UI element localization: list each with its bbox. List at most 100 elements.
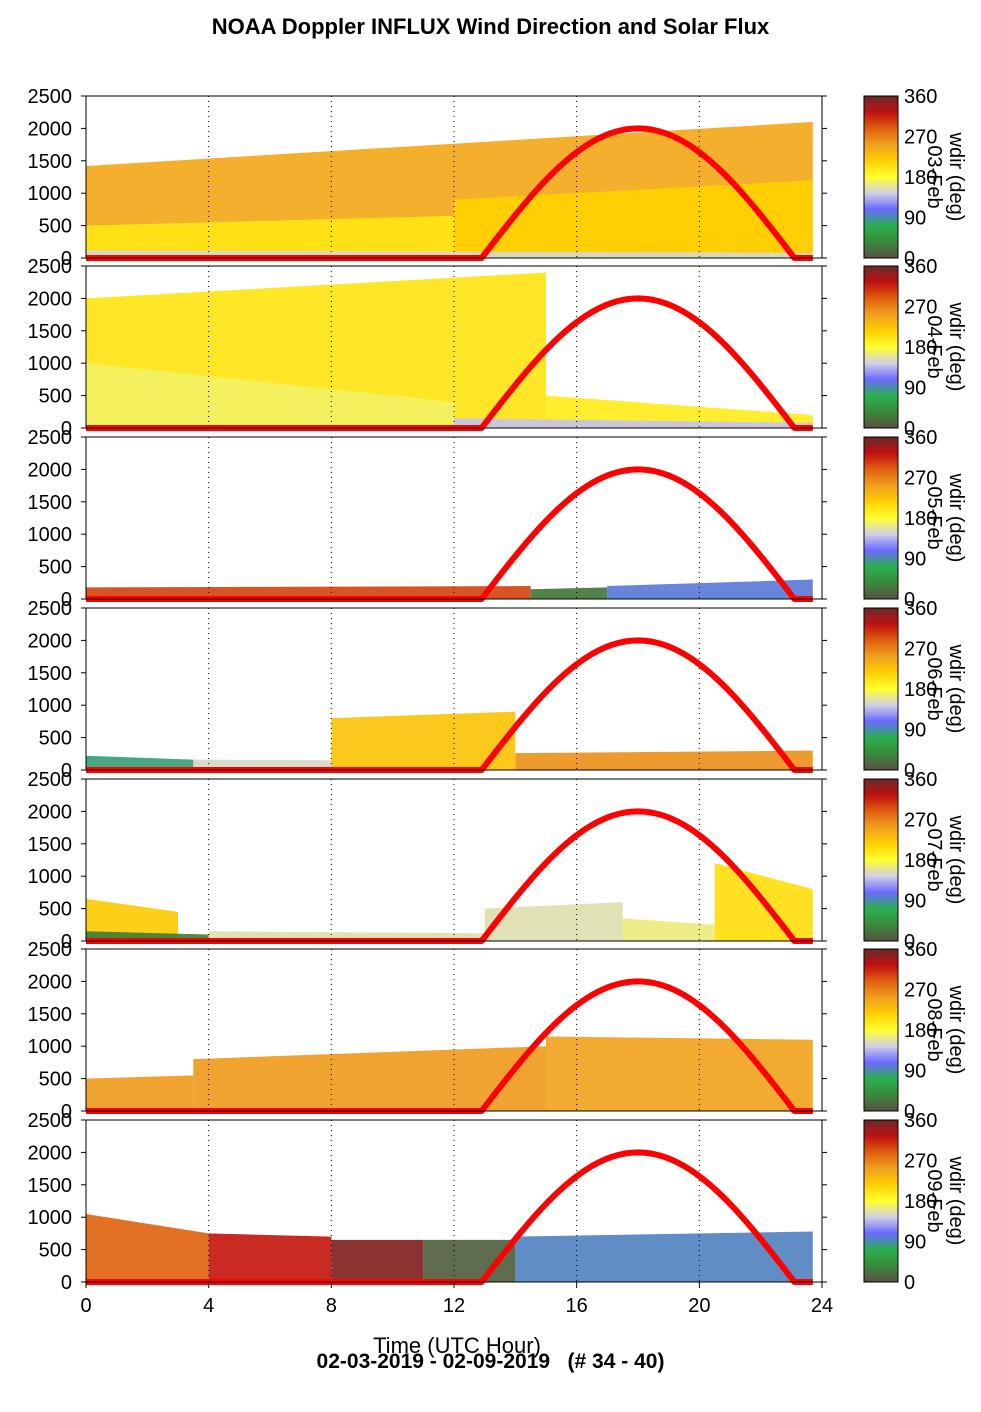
panel-date-label: 08-Feb <box>923 998 945 1061</box>
chart-title: NOAA Doppler INFLUX Wind Direction and S… <box>211 14 770 39</box>
y-tick-label: 500 <box>39 1069 72 1091</box>
wdir-layer <box>515 750 813 770</box>
colorbar-tick-label: 360 <box>904 86 937 108</box>
wdir-layer <box>86 363 454 428</box>
panel-date-label: 03-Feb <box>923 145 945 208</box>
colorbar-label: wdir (deg) <box>945 302 967 392</box>
y-tick-label: 2500 <box>28 1110 73 1132</box>
panel-6: 0 500 1000 1500 2000 2500 0 90 180 270 360 wdir (de… <box>28 939 968 1123</box>
colorbar <box>863 778 899 942</box>
solar-flux-curve <box>86 978 813 1114</box>
colorbar-tick-label: 90 <box>904 720 926 742</box>
y-tick-label: 0 <box>61 760 72 782</box>
colorbar-tick-label: 180 <box>904 850 937 872</box>
wdir-layer <box>484 902 623 941</box>
wdir-layer <box>193 1046 547 1111</box>
colorbar-tick-label: 0 <box>904 1272 915 1294</box>
y-tick-label: 0 <box>61 931 72 953</box>
y-tick-label: 2500 <box>28 769 73 791</box>
colorbar-tick-label: 270 <box>904 127 937 149</box>
colorbar-tick-label: 90 <box>904 378 926 400</box>
panel-date-label: 04-Feb <box>923 315 945 378</box>
y-tick-label: 2000 <box>28 1142 73 1164</box>
colorbar-tick-label: 90 <box>904 1232 926 1254</box>
y-tick-label: 500 <box>39 386 72 408</box>
y-tick-label: 1000 <box>28 695 73 717</box>
colorbar <box>863 948 899 1112</box>
y-tick-label: 0 <box>61 589 72 611</box>
x-tick-label: 12 <box>443 1295 465 1317</box>
wdir-layer <box>86 1075 194 1111</box>
y-tick-label: 1500 <box>28 663 73 685</box>
colorbar-label: wdir (deg) <box>945 1156 967 1246</box>
wdir-layer <box>331 1239 424 1282</box>
colorbar-tick-label: 360 <box>904 769 937 791</box>
colorbar-tick-label: 90 <box>904 549 926 571</box>
solar-flux-curve <box>86 1149 813 1285</box>
colorbar <box>863 95 899 259</box>
panel-1: 0 500 1000 1500 2000 2500 0 90 180 270 360 wdir (de… <box>28 86 968 270</box>
wind-direction-field <box>86 272 813 428</box>
panel-frame <box>85 948 823 1112</box>
wdir-layer <box>546 395 813 428</box>
wdir-layer <box>454 418 813 428</box>
x-tick-label: 8 <box>326 1295 337 1317</box>
colorbar-tick-label: 360 <box>904 939 937 961</box>
panel-frame <box>85 778 823 942</box>
y-tick-label: 1500 <box>28 1175 73 1197</box>
solar-flux-curve <box>86 295 813 431</box>
y-tick-label: 1000 <box>28 524 73 546</box>
colorbar-tick-label: 180 <box>904 167 937 189</box>
wind-direction-field <box>86 1036 813 1111</box>
x-axis: 0 4 8 12 16 20 24 <box>80 1282 833 1317</box>
colorbar-tick-label: 0 <box>904 248 915 270</box>
panel-3: 0 500 1000 1500 2000 2500 0 90 180 270 360 wdir (de… <box>28 427 968 611</box>
panel-frame <box>85 436 823 600</box>
y-tick-label: 0 <box>61 248 72 270</box>
colorbar-tick-label: 90 <box>904 1061 926 1083</box>
colorbar-tick-label: 0 <box>904 589 915 611</box>
y-tick-label: 1000 <box>28 183 73 205</box>
wdir-layer <box>607 579 813 599</box>
y-tick-label: 1500 <box>28 151 73 173</box>
colorbar-tick-label: 360 <box>904 256 937 278</box>
y-tick-label: 1000 <box>28 1207 73 1229</box>
x-tick-label: 0 <box>80 1295 91 1317</box>
x-tick-label: 24 <box>811 1295 833 1317</box>
solar-flux-curve <box>86 466 813 602</box>
y-tick-label: 500 <box>39 899 72 921</box>
colorbar-tick-label: 0 <box>904 760 915 782</box>
colorbar-tick-label: 0 <box>904 418 915 440</box>
panel-date-label: 07-Feb <box>923 828 945 891</box>
y-tick-label: 2000 <box>28 630 73 652</box>
panel-date-label: 05-Feb <box>923 486 945 549</box>
colorbar-tick-label: 360 <box>904 427 937 449</box>
colorbar-tick-label: 0 <box>904 1101 915 1123</box>
panel-frame <box>85 95 823 259</box>
wdir-layer <box>208 1233 332 1282</box>
y-tick-label: 0 <box>61 1272 72 1294</box>
colorbar-label: wdir (deg) <box>945 985 967 1075</box>
solar-flux-curve <box>86 808 813 944</box>
y-tick-label: 500 <box>39 216 72 238</box>
wdir-layer <box>86 755 194 770</box>
y-tick-label: 0 <box>61 1101 72 1123</box>
wind-direction-field <box>86 121 813 258</box>
wind-direction-field <box>86 711 813 770</box>
y-tick-label: 2500 <box>28 939 73 961</box>
y-tick-label: 2000 <box>28 118 73 140</box>
colorbar-tick-label: 180 <box>904 679 937 701</box>
x-axis-label: Time (UTC Hour) <box>373 1333 541 1358</box>
colorbar-tick-label: 270 <box>904 810 937 832</box>
y-tick-label: 1500 <box>28 834 73 856</box>
y-tick-label: 2500 <box>28 427 73 449</box>
colorbar <box>863 1119 899 1283</box>
colorbar <box>863 265 899 429</box>
colorbar-tick-label: 270 <box>904 468 937 490</box>
y-tick-label: 1000 <box>28 353 73 375</box>
wdir-layer <box>454 180 813 258</box>
y-tick-label: 500 <box>39 557 72 579</box>
panel-date-label: 06-Feb <box>923 657 945 720</box>
